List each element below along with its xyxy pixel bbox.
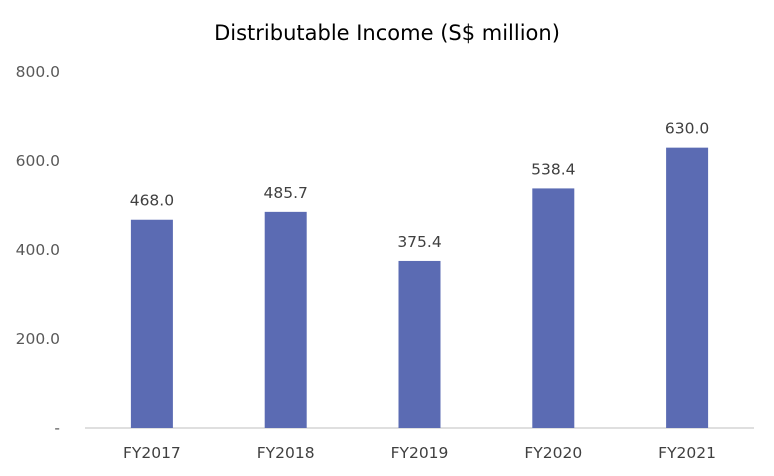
data-label-fy2021: 630.0 [665, 120, 709, 138]
bar-fy2019 [398, 260, 441, 428]
data-label-fy2017: 468.0 [130, 192, 174, 210]
y-tick-label: 600.0 [16, 152, 60, 170]
x-tick-label-fy2017: FY2017 [123, 444, 181, 462]
bar-fy2018 [264, 211, 307, 428]
x-tick-label-fy2020: FY2020 [524, 444, 582, 462]
x-tick-label-fy2018: FY2018 [257, 444, 315, 462]
data-labels: 468.0 485.7 375.4 538.4 630.0 [130, 120, 710, 251]
bar-fy2020 [532, 188, 575, 428]
bar-fy2021 [666, 147, 709, 428]
x-axis-tick-labels: FY2017 FY2018 FY2019 FY2020 FY2021 [123, 444, 716, 462]
data-label-fy2018: 485.7 [264, 184, 308, 202]
chart-title: Distributable Income (S$ million) [214, 21, 560, 45]
bar-series [130, 147, 709, 428]
bar-fy2017 [130, 219, 173, 428]
y-tick-label: 800.0 [16, 63, 60, 81]
data-label-fy2020: 538.4 [531, 160, 575, 178]
y-tick-label: 400.0 [16, 241, 60, 259]
x-tick-label-fy2021: FY2021 [658, 444, 716, 462]
data-label-fy2019: 375.4 [397, 233, 441, 251]
y-tick-label: 200.0 [16, 330, 60, 348]
x-tick-label-fy2019: FY2019 [391, 444, 449, 462]
y-tick-label: - [54, 419, 60, 437]
y-axis-tick-labels: - 200.0 400.0 600.0 800.0 [16, 63, 60, 437]
